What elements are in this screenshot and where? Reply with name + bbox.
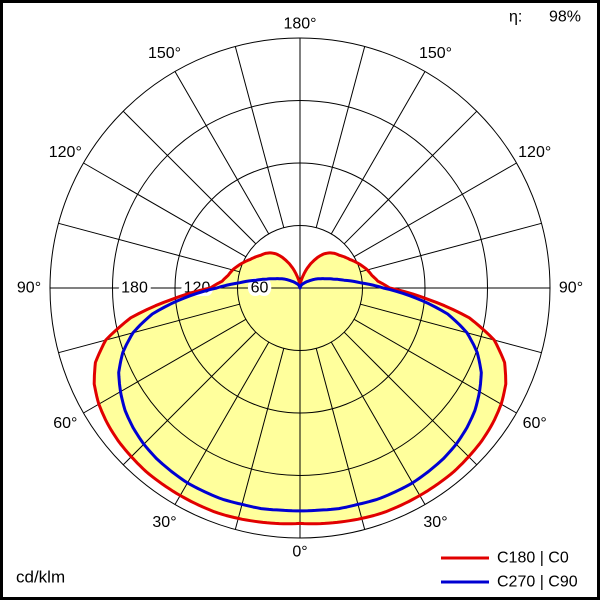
radial-tick-label-60: 60 [251, 280, 269, 297]
angle-label-90-right: 90° [559, 280, 583, 297]
angle-label-150-right: 150° [419, 45, 452, 62]
grid-radial-line [83, 162, 247, 258]
grid-radial-line [174, 341, 270, 505]
grid-radial-line [330, 71, 426, 235]
grid-radial-line [315, 46, 366, 228]
angle-label-60-left: 60° [53, 415, 77, 432]
grid-radial-line [58, 303, 240, 354]
efficiency-value: 98% [549, 9, 581, 26]
curve-c270-c90 [117, 277, 483, 513]
grid-radial-line [234, 46, 285, 228]
radial-tick-label-180: 180 [121, 280, 148, 297]
grid-radial-line [330, 341, 426, 505]
curve-c180-c0 [92, 251, 508, 526]
grid-radial-line [174, 71, 270, 235]
angle-label-30-left: 30° [152, 514, 176, 531]
grid-radial-line [315, 348, 366, 530]
grid-radial-line [122, 331, 257, 466]
efficiency-label: η: [509, 9, 522, 26]
grid-radial-line [234, 348, 285, 530]
angle-label-90-left: 90° [17, 280, 41, 297]
angle-label-60-right: 60° [523, 415, 547, 432]
grid-radial-line [343, 110, 478, 245]
grid-radial-line [83, 318, 247, 414]
grid-radial-line [353, 318, 517, 414]
angle-label-180: 180° [283, 16, 316, 33]
grid-radial-line [360, 303, 542, 354]
angle-label-0: 0° [292, 544, 307, 561]
unit-label: cd/klm [16, 568, 65, 587]
legend-label-1: C270 | C90 [497, 574, 578, 591]
angle-labels-group: 0° 30° 30° 60° 60° 90° 90° 120° 120° 150° 150° 180° [17, 16, 583, 561]
grid-radial-line [343, 331, 478, 466]
grid-radial-line [353, 162, 517, 258]
angle-label-30-right: 30° [423, 514, 447, 531]
curves-group [92, 251, 508, 526]
grid-radial-line [58, 222, 240, 273]
legend: C180 | C0 C270 | C90 [441, 550, 578, 591]
grid-radial-line [122, 110, 257, 245]
legend-label-0: C180 | C0 [497, 550, 569, 567]
angle-label-120-right: 120° [518, 144, 551, 161]
grid-radial-line [360, 222, 542, 273]
angle-label-120-left: 120° [49, 144, 82, 161]
angle-label-150-left: 150° [148, 45, 181, 62]
